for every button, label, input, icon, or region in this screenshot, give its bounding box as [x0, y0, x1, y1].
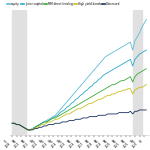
Bar	[133, 10, 142, 135]
Legend: equity, Junior capital, MM direct lending, High yield bonds, Distressed: equity, Junior capital, MM direct lendin…	[6, 1, 122, 8]
Bar	[12, 10, 26, 135]
